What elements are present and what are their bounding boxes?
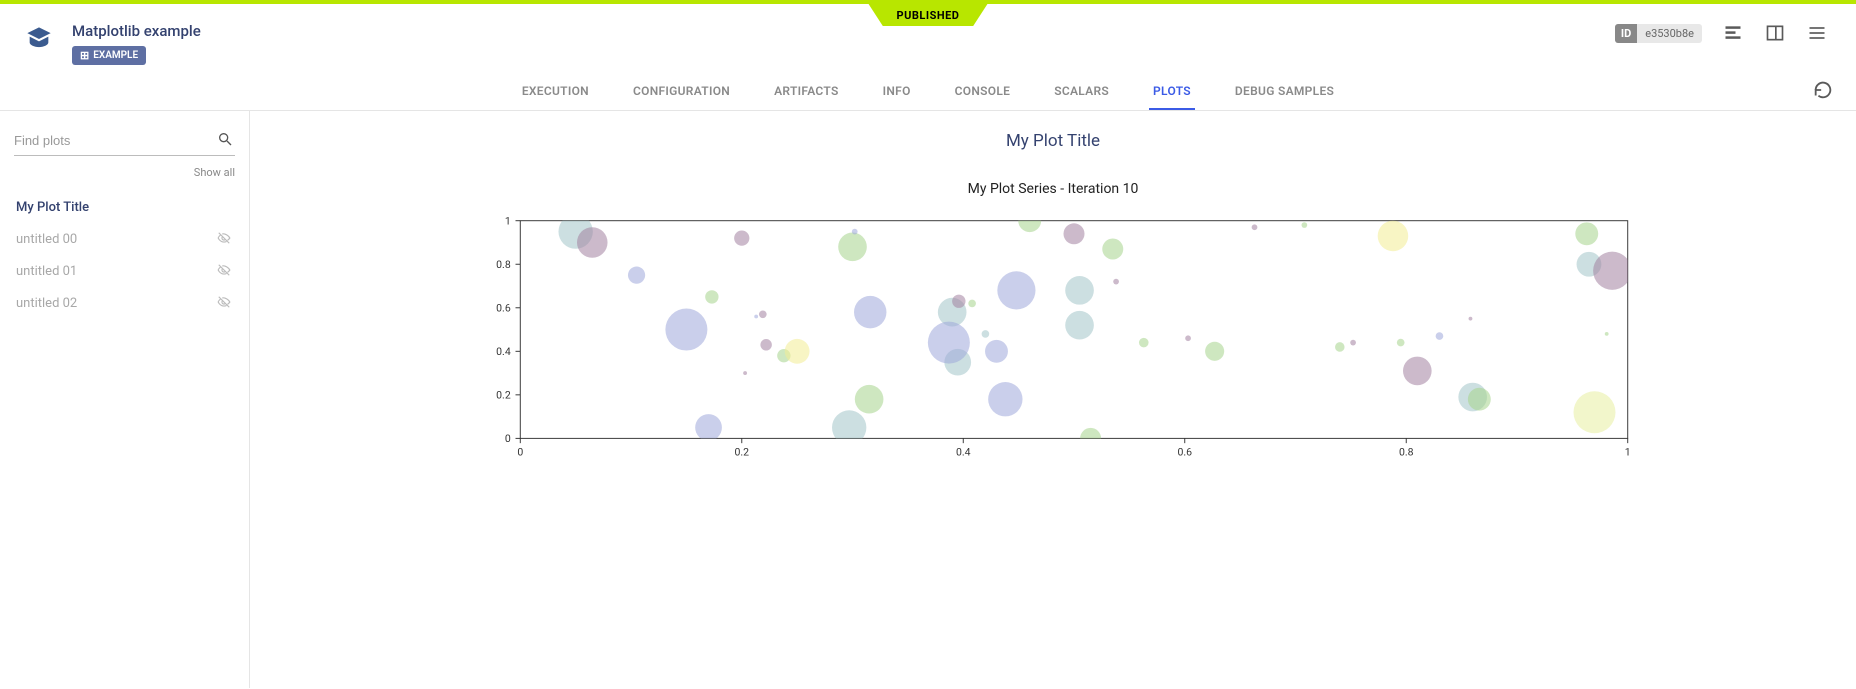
header-right: ID e3530b8e bbox=[1615, 22, 1828, 44]
sidebar-item-untitled-00[interactable]: untitled 00 bbox=[14, 223, 235, 255]
sidebar-item-my-plot-title[interactable]: My Plot Title bbox=[14, 192, 235, 223]
search-row bbox=[14, 131, 235, 156]
tab-debug-samples[interactable]: DEBUG SAMPLES bbox=[1231, 74, 1338, 110]
scatter-chart: 0 0.2 0.4 0.6 0.8 1 0 0.2 0.4 0.6 0.8 1 bbox=[463, 207, 1643, 475]
tabs-row: EXECUTION CONFIGURATION ARTIFACTS INFO CONSO… bbox=[0, 73, 1856, 111]
id-chip-label: ID bbox=[1615, 24, 1637, 43]
search-icon[interactable] bbox=[217, 131, 235, 149]
svg-text:1: 1 bbox=[505, 215, 511, 228]
tab-execution[interactable]: EXECUTION bbox=[518, 74, 593, 110]
page-title: Matplotlib example bbox=[72, 22, 201, 40]
sidebar-item-label: untitled 02 bbox=[16, 296, 77, 311]
tab-artifacts[interactable]: ARTIFACTS bbox=[770, 74, 843, 110]
example-tag: EXAMPLE bbox=[72, 46, 146, 65]
example-tag-label: EXAMPLE bbox=[93, 50, 138, 61]
sidebar-item-label: untitled 00 bbox=[16, 232, 77, 247]
tab-scalars[interactable]: SCALARS bbox=[1050, 74, 1113, 110]
main: My Plot Title My Plot Series - Iteration… bbox=[250, 111, 1856, 688]
showall-link[interactable]: Show all bbox=[194, 166, 235, 179]
tab-console[interactable]: CONSOLE bbox=[951, 74, 1015, 110]
refresh-icon[interactable] bbox=[1810, 77, 1836, 103]
layout-panel-icon[interactable] bbox=[1764, 22, 1786, 44]
svg-text:0: 0 bbox=[505, 432, 511, 445]
sidebar: Show all My Plot Title untitled 00 untitle… bbox=[0, 111, 250, 688]
svg-text:0.2: 0.2 bbox=[496, 389, 511, 402]
showall-row: Show all bbox=[14, 164, 235, 180]
svg-text:0.4: 0.4 bbox=[956, 446, 971, 459]
chart-main-title: My Plot Title bbox=[280, 131, 1826, 151]
sidebar-item-untitled-01[interactable]: untitled 01 bbox=[14, 255, 235, 287]
search-input[interactable] bbox=[14, 133, 217, 148]
sidebar-item-label: untitled 01 bbox=[16, 264, 77, 279]
svg-text:0.6: 0.6 bbox=[1177, 446, 1192, 459]
svg-text:0: 0 bbox=[517, 446, 523, 459]
body: Show all My Plot Title untitled 00 untitle… bbox=[0, 111, 1856, 688]
svg-text:0.6: 0.6 bbox=[496, 302, 511, 315]
sidebar-item-untitled-02[interactable]: untitled 02 bbox=[14, 287, 235, 319]
title-block: Matplotlib example EXAMPLE bbox=[72, 22, 201, 65]
svg-text:0.8: 0.8 bbox=[1399, 446, 1414, 459]
plot-list: My Plot Title untitled 00 untitled 01 untit… bbox=[14, 192, 235, 319]
id-chip-value: e3530b8e bbox=[1637, 24, 1702, 43]
tab-configuration[interactable]: CONFIGURATION bbox=[629, 74, 734, 110]
eye-off-icon[interactable] bbox=[217, 231, 233, 247]
tabs: EXECUTION CONFIGURATION ARTIFACTS INFO CONSO… bbox=[518, 74, 1338, 110]
svg-text:0.4: 0.4 bbox=[496, 345, 511, 358]
tab-info[interactable]: INFO bbox=[879, 74, 915, 110]
sidebar-item-label: My Plot Title bbox=[16, 200, 89, 215]
app-logo-icon bbox=[24, 24, 54, 54]
tab-plots[interactable]: PLOTS bbox=[1149, 74, 1195, 110]
svg-text:0.8: 0.8 bbox=[496, 258, 511, 271]
header-left: Matplotlib example EXAMPLE bbox=[24, 22, 201, 65]
published-badge: PUBLISHED bbox=[869, 4, 988, 26]
id-chip[interactable]: ID e3530b8e bbox=[1615, 24, 1702, 43]
chart-subtitle: My Plot Series - Iteration 10 bbox=[280, 181, 1826, 197]
eye-off-icon[interactable] bbox=[217, 295, 233, 311]
chart-container: 0 0.2 0.4 0.6 0.8 1 0 0.2 0.4 0.6 0.8 1 bbox=[280, 207, 1826, 475]
svg-text:0.2: 0.2 bbox=[734, 446, 749, 459]
published-label: PUBLISHED bbox=[897, 9, 960, 22]
eye-off-icon[interactable] bbox=[217, 263, 233, 279]
menu-icon[interactable] bbox=[1806, 22, 1828, 44]
details-panel-icon[interactable] bbox=[1722, 22, 1744, 44]
svg-text:1: 1 bbox=[1625, 446, 1631, 459]
